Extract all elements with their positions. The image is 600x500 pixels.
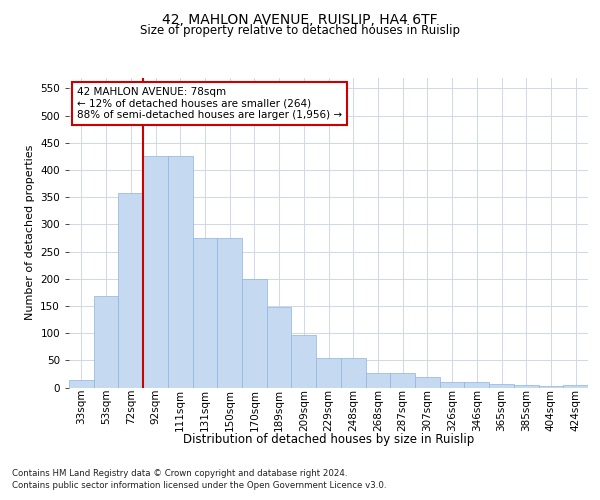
- Bar: [316, 358, 341, 388]
- Bar: [365, 373, 390, 388]
- Bar: [440, 382, 464, 388]
- Bar: [292, 334, 316, 388]
- Bar: [563, 386, 588, 388]
- Bar: [168, 156, 193, 388]
- Bar: [69, 380, 94, 388]
- Bar: [489, 384, 514, 388]
- Bar: [143, 156, 168, 388]
- Bar: [193, 238, 217, 388]
- Bar: [118, 194, 143, 388]
- Bar: [341, 358, 365, 388]
- Bar: [464, 382, 489, 388]
- Bar: [242, 278, 267, 388]
- Bar: [514, 385, 539, 388]
- Bar: [390, 373, 415, 388]
- Bar: [267, 307, 292, 388]
- Text: Contains public sector information licensed under the Open Government Licence v3: Contains public sector information licen…: [12, 481, 386, 490]
- Bar: [415, 376, 440, 388]
- Text: 42 MAHLON AVENUE: 78sqm
← 12% of detached houses are smaller (264)
88% of semi-d: 42 MAHLON AVENUE: 78sqm ← 12% of detache…: [77, 87, 342, 120]
- Text: 42, MAHLON AVENUE, RUISLIP, HA4 6TF: 42, MAHLON AVENUE, RUISLIP, HA4 6TF: [162, 12, 438, 26]
- Y-axis label: Number of detached properties: Number of detached properties: [25, 145, 35, 320]
- Bar: [217, 238, 242, 388]
- Text: Size of property relative to detached houses in Ruislip: Size of property relative to detached ho…: [140, 24, 460, 37]
- Text: Distribution of detached houses by size in Ruislip: Distribution of detached houses by size …: [183, 432, 475, 446]
- Bar: [539, 386, 563, 388]
- Text: Contains HM Land Registry data © Crown copyright and database right 2024.: Contains HM Land Registry data © Crown c…: [12, 469, 347, 478]
- Bar: [94, 296, 118, 388]
